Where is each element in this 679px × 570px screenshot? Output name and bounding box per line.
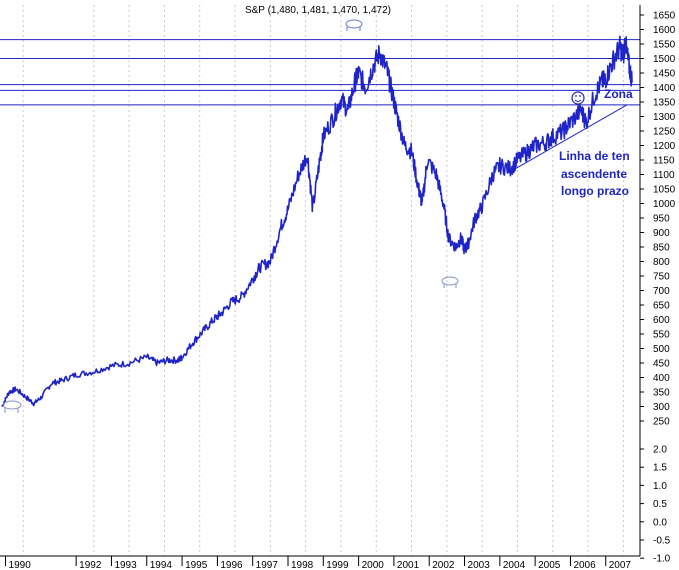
series-line-0 — [1, 35, 633, 407]
x-tick-label-6: 1997 — [256, 560, 279, 570]
y-tick-label-23: 500 — [653, 344, 670, 355]
y-tick-label-18: 750 — [653, 272, 670, 283]
y-tick-label-16: 850 — [653, 243, 670, 254]
price-series — [1, 35, 633, 407]
grid-lines — [22, 5, 624, 556]
y-tick-label-8: 1250 — [653, 127, 676, 138]
zona-label: Zona — [604, 87, 633, 101]
y-tick-label-4: 1450 — [653, 69, 676, 80]
y-low-tick-label-5: -0.5 — [653, 536, 671, 547]
x-tick-label-16: 2007 — [609, 560, 632, 570]
chart-title: S&P (1,480, 1,481, 1,470, 1,472) — [245, 5, 391, 16]
y-tick-label-24: 450 — [653, 359, 670, 370]
x-tick-label-14: 2005 — [538, 560, 561, 570]
y-tick-label-5: 1400 — [653, 83, 676, 94]
y-low-tick-label-0: 2.0 — [653, 445, 667, 456]
x-tick-label-12: 2003 — [468, 560, 491, 570]
y-low-tick-label-4: 0.0 — [653, 517, 667, 528]
y-axis-ticks: 1650 1600 1550 1500 1450 1400 1350 1300 1250 1200… — [640, 11, 676, 565]
y-tick-label-9: 1200 — [653, 141, 676, 152]
y-low-tick-label-3: 0.5 — [653, 499, 667, 510]
trend-label-line3: longo prazo — [561, 184, 629, 198]
bear-icon-start — [2, 400, 22, 413]
x-tick-label-8: 1999 — [326, 560, 349, 570]
bear-icon — [441, 276, 459, 288]
y-tick-label-0: 1650 — [653, 11, 676, 22]
x-tick-label-2: 1993 — [114, 560, 137, 570]
x-tick-label-13: 2004 — [503, 560, 526, 570]
x-axis-ticks: 1990 1992 1993 1994 1995 1996 1997 1998 1999 2000… — [5, 556, 632, 570]
y-tick-label-28: 250 — [653, 417, 670, 428]
trend-label-line1: Linha de ten — [559, 149, 630, 163]
y-tick-label-19: 700 — [653, 286, 670, 297]
x-tick-label-1: 1992 — [79, 560, 102, 570]
y-tick-label-26: 350 — [653, 388, 670, 399]
y-tick-label-3: 1500 — [653, 54, 676, 65]
horizontal-reference-lines — [0, 39, 640, 106]
y-tick-label-17: 800 — [653, 257, 670, 268]
x-tick-label-0: 1990 — [9, 560, 32, 570]
y-low-tick-label-6: -1.0 — [653, 554, 671, 565]
y-tick-label-14: 950 — [653, 214, 670, 225]
y-tick-label-12: 1050 — [653, 185, 676, 196]
x-tick-label-5: 1996 — [220, 560, 243, 570]
x-tick-label-7: 1998 — [291, 560, 314, 570]
y-low-tick-label-2: 1.0 — [653, 481, 667, 492]
y-tick-label-1: 1600 — [653, 25, 676, 36]
x-tick-label-10: 2001 — [397, 560, 420, 570]
y-tick-label-6: 1350 — [653, 98, 676, 109]
smiley-icon — [571, 91, 585, 105]
y-tick-label-2: 1550 — [653, 40, 676, 51]
y-tick-label-10: 1150 — [653, 156, 675, 167]
y-tick-label-13: 1000 — [653, 199, 676, 210]
ascending-trend-line — [510, 104, 628, 173]
y-tick-label-20: 650 — [653, 301, 670, 312]
y-tick-label-15: 900 — [653, 228, 670, 239]
x-tick-label-4: 1995 — [185, 560, 208, 570]
bull-icon — [345, 19, 363, 31]
x-tick-label-11: 2002 — [432, 560, 455, 570]
x-tick-label-3: 1994 — [150, 560, 173, 570]
trend-line-group — [510, 104, 628, 173]
y-tick-label-25: 400 — [653, 373, 670, 384]
trend-label-line2: ascendente — [561, 167, 627, 181]
x-tick-label-9: 2000 — [362, 560, 385, 570]
y-tick-label-27: 300 — [653, 402, 670, 413]
y-low-tick-label-1: 1.5 — [653, 463, 667, 474]
x-tick-label-15: 2006 — [573, 560, 596, 570]
y-tick-label-21: 600 — [653, 315, 670, 326]
y-tick-label-7: 1300 — [653, 112, 676, 123]
y-tick-label-22: 550 — [653, 330, 670, 341]
y-tick-label-11: 1100 — [653, 170, 675, 181]
